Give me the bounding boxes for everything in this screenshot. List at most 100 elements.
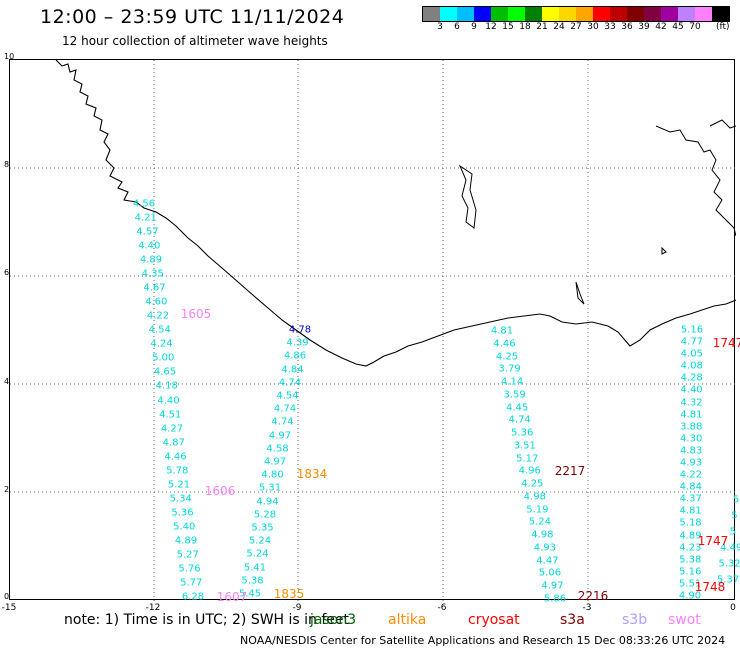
track-value: 5	[729, 526, 736, 538]
track-value: 4.90	[678, 590, 702, 602]
x-tick-label: -6	[437, 603, 447, 613]
track-value: 4.74	[508, 414, 531, 426]
colorbar-label: 15	[502, 22, 514, 32]
colorbar-swatch	[423, 7, 440, 21]
track-value: 4.21	[134, 212, 157, 224]
track-value: 4.96	[518, 465, 541, 477]
x-tick-label: -9	[292, 603, 302, 613]
track-value: 4.22	[146, 310, 170, 322]
track-value: 5.36	[511, 427, 534, 439]
track-value: 4.58	[266, 443, 289, 455]
colorbar-swatch	[644, 7, 661, 21]
colorbar-label: 18	[519, 22, 531, 32]
track-value: 4.22	[679, 469, 703, 481]
track-value: 5	[731, 510, 738, 522]
track-value: 4.83	[679, 445, 703, 457]
legend-s3b: s3b	[622, 612, 648, 628]
track-value: 3.79	[498, 363, 521, 375]
pass-time-label: 1834	[296, 467, 328, 481]
y-tick-label: 10	[4, 52, 15, 61]
track-value: 5.78	[166, 465, 189, 477]
colorbar-swatch	[712, 7, 729, 21]
track-value: 4.84	[281, 364, 304, 376]
track-value: 4.47	[536, 555, 559, 567]
track-value: 4.98	[531, 529, 554, 541]
track-value: 4.39	[286, 337, 309, 349]
track-value: 5.38	[679, 554, 702, 566]
x-tick-label: 0	[730, 603, 736, 613]
pass-time-label: 1748	[694, 580, 726, 594]
track-value: 4.97	[268, 430, 292, 442]
track-value: 5.40	[173, 521, 196, 533]
track-value: 4.89	[139, 254, 163, 266]
track-value: 5.21	[167, 479, 191, 491]
y-tick-label: 2	[4, 485, 10, 494]
y-tick-label: 0	[4, 592, 10, 601]
track-value: 5.16	[680, 324, 704, 336]
track-value: 4.51	[159, 409, 182, 421]
colorbar-swatch	[457, 7, 474, 21]
track-value: 4.89	[174, 535, 198, 547]
track-value: 4.93	[533, 542, 557, 554]
track-value: 5.00	[152, 352, 175, 364]
track-value: 4.35	[141, 268, 164, 280]
track-value: 4.46	[493, 338, 516, 350]
colorbar-swatch	[593, 7, 610, 21]
colorbar-label: 42	[655, 22, 667, 32]
map-svg	[10, 60, 736, 601]
track-value: 4.93	[679, 457, 703, 469]
map-subtitle: 12 hour collection of altimeter wave hei…	[62, 34, 328, 48]
track-value: 4.24	[150, 338, 173, 350]
track-value: 3.51	[513, 440, 536, 452]
colorbar-label: 39	[638, 22, 650, 32]
pass-time-label: 2217	[554, 464, 586, 478]
colorbar-swatch	[610, 7, 627, 21]
track-value: 4.78	[288, 324, 312, 336]
track-value: 4.77	[680, 336, 704, 348]
track-value: 4.05	[680, 348, 703, 360]
colorbar-swatch	[576, 7, 593, 21]
track-value: 4.86	[283, 350, 307, 362]
track-value: 5.24	[528, 516, 551, 528]
track-value: 4.46	[164, 451, 187, 463]
colorbar-unit: (ft)	[716, 22, 730, 32]
track-value: 3.59	[503, 389, 526, 401]
track-value: 4.81	[680, 409, 703, 421]
track-value: 4.40	[138, 240, 161, 252]
colorbar-label: 33	[604, 22, 616, 32]
track-value: 4.98	[523, 491, 546, 503]
legend-s3a: s3a	[560, 612, 585, 628]
colorbar-swatch	[474, 7, 491, 21]
colorbar-label: 24	[553, 22, 565, 32]
track-value: 4.27	[160, 423, 184, 435]
track-value: 5.18	[679, 517, 702, 529]
track-value: 4.57	[136, 226, 159, 238]
track-value: 5.31	[258, 482, 282, 494]
track-value: 5	[732, 494, 740, 506]
track-value: 5.06	[538, 567, 562, 579]
coastline-islands	[458, 119, 736, 305]
track-value: 5.38	[241, 575, 264, 587]
coastline	[55, 60, 736, 367]
pass-time-label: 1605	[180, 307, 212, 321]
legend-altika: altika	[388, 612, 427, 628]
track-value: 5.51	[678, 578, 702, 590]
pass-time-label: 1607	[216, 590, 248, 604]
colorbar-label: 36	[621, 22, 633, 32]
colorbar-swatch	[661, 7, 678, 21]
map-gridlines	[10, 60, 736, 601]
track-value: 4.84	[679, 481, 702, 493]
track-value: 5.77	[180, 577, 203, 589]
track-value: 4.60	[145, 296, 168, 308]
track-value: 4.40	[157, 395, 180, 406]
colorbar-swatch	[627, 7, 644, 21]
legend-cryosat: cryosat	[468, 612, 520, 628]
colorbar-swatch	[508, 7, 525, 21]
track-value: 4.74	[278, 377, 302, 389]
track-value: 5.24	[248, 535, 272, 547]
track-value: 4.32	[680, 397, 703, 409]
y-tick-label: 6	[4, 268, 10, 277]
track-value: 4.25	[521, 478, 544, 490]
track-value: 4.87	[162, 437, 185, 449]
track-value: 4.49	[720, 542, 740, 554]
